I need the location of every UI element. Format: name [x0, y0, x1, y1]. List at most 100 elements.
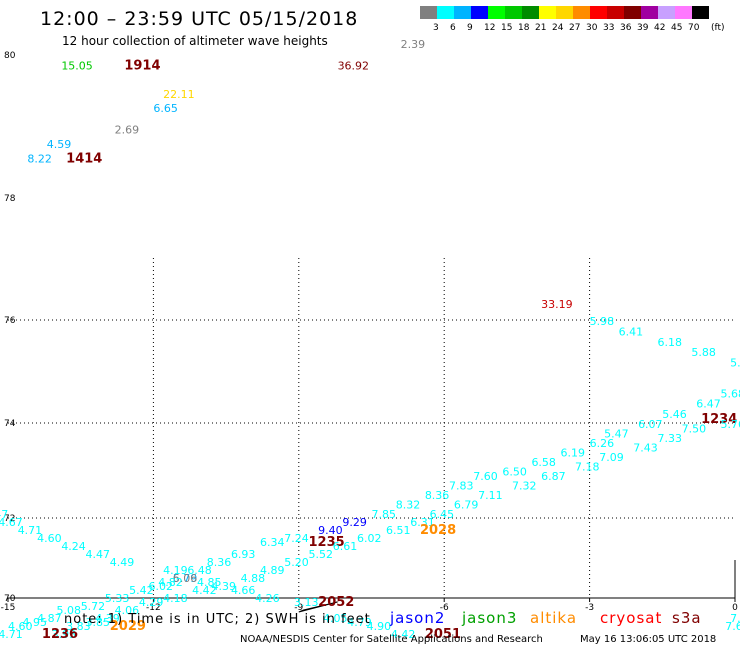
legend-swatch	[675, 6, 692, 19]
legend-label: 15	[501, 23, 513, 33]
wave-height-label: 4.71	[18, 524, 43, 537]
wave-height-label: 4.39	[95, 612, 120, 625]
wave-height-label: 6.61	[333, 540, 358, 553]
wave-height-label: 5.46	[662, 408, 687, 421]
wave-height-label: 4.71	[0, 628, 23, 641]
wave-height-label: 5.68	[720, 387, 740, 400]
wave-height-label: 4.82	[158, 576, 183, 589]
wave-height-label: 7.09	[599, 451, 624, 464]
wave-height-label: 7.60	[473, 470, 498, 483]
y-tick-label: 80	[4, 51, 16, 61]
credit-line: NOAA/NESDIS Center for Satellite Applica…	[240, 634, 543, 645]
footer-note: note: 1) Time is in UTC; 2) SWH is in fe…	[64, 612, 371, 627]
x-tick-label: -15	[1, 603, 16, 613]
wave-height-label: 4.24	[61, 540, 86, 553]
legend-swatch	[420, 6, 437, 19]
wave-height-label: 6.02	[149, 580, 174, 593]
wave-height-label: 6.51	[386, 524, 411, 537]
wave-height-label: 6.34	[260, 536, 285, 549]
wave-height-label: 7.85	[372, 508, 397, 521]
x-tick-label: -3	[585, 603, 594, 613]
wave-height-label: 6.48	[187, 564, 212, 577]
wave-height-label: 7.43	[633, 442, 658, 455]
wave-height-label: 6.02	[357, 532, 382, 545]
wave-height-label: 4.95	[23, 616, 48, 629]
legend-label: 18	[518, 23, 530, 33]
wave-height-label: 6.87	[541, 470, 566, 483]
wave-height-label: 4.66	[231, 584, 256, 597]
wave-height-label: 9.29	[342, 516, 367, 529]
wave-height-label: 4.90	[367, 620, 392, 633]
legend-swatch	[488, 6, 505, 19]
wave-height-label: 2.69	[115, 124, 140, 137]
wave-height-label: 7.54	[730, 612, 740, 625]
x-tick-label: 0	[732, 603, 738, 613]
wave-height-label: 7.32	[512, 480, 537, 493]
y-tick-label: 74	[4, 419, 16, 429]
legend-swatch	[471, 6, 488, 19]
wave-height-label: 8.32	[396, 499, 421, 512]
legend-label: 9	[467, 23, 473, 33]
wave-height-label: 4.67	[0, 516, 23, 529]
wave-height-label: 6.06	[173, 572, 198, 585]
wave-height-label: 3.83	[66, 620, 91, 633]
x-tick-label: -9	[294, 603, 303, 613]
wave-height-label: 7.83	[449, 480, 474, 493]
wave-height-label: 6.47	[696, 398, 721, 411]
legend-label: 70	[688, 23, 700, 33]
wave-height-label: 6.41	[619, 325, 644, 338]
wave-height-label: 7.50	[682, 423, 707, 436]
observation-time-label: 1234	[701, 412, 737, 427]
legend-swatch	[692, 6, 709, 19]
wave-height-label: 8.22	[27, 152, 51, 165]
y-tick-label: 72	[4, 514, 15, 524]
wave-height-label: 6.93	[231, 548, 256, 561]
wave-height-label: 5.4	[730, 356, 740, 369]
generation-timestamp: May 16 13:06:05 UTC 2018	[580, 634, 717, 645]
wave-height-label: 4.47	[86, 548, 111, 561]
wave-height-label: 4.29	[139, 596, 164, 609]
wave-height-label: 5.33	[105, 592, 130, 605]
wave-height-label: 7.24	[284, 532, 309, 545]
wave-height-label: 6.19	[561, 446, 586, 459]
page-subtitle: 12 hour collection of altimeter wave hei…	[62, 34, 328, 48]
x-tick-label: -12	[146, 603, 161, 613]
x-tick-label: -6	[440, 603, 449, 613]
legend-swatch	[658, 6, 675, 19]
wave-height-label: 3.85	[86, 616, 111, 629]
legend-swatch	[505, 6, 522, 19]
legend-swatch	[522, 6, 539, 19]
wave-height-label: 7.64	[725, 620, 740, 633]
satellite-jason3-label: jason3	[462, 609, 518, 627]
satellite-jason2-label: jason2	[390, 609, 446, 627]
wave-height-label: 3.13	[294, 596, 319, 609]
legend-swatch	[454, 6, 471, 19]
wave-height-label: 4.19	[163, 564, 188, 577]
wave-height-label: 5.98	[590, 315, 615, 328]
wave-height-label: 9.40	[318, 524, 343, 537]
legend-label: 3	[433, 23, 439, 33]
legend-label: 27	[569, 23, 581, 33]
legend-label: 42	[654, 23, 666, 33]
wave-height-label: 5.47	[604, 427, 629, 440]
wave-height-label: 3.93	[52, 628, 76, 641]
legend-label: 36	[620, 23, 632, 33]
legend-label: 12	[484, 23, 496, 33]
wave-height-label: 4.49	[110, 556, 135, 569]
legend-swatch	[437, 6, 454, 19]
legend-label: 30	[586, 23, 598, 33]
wave-height-label: 4.79	[347, 616, 372, 629]
wave-height-label: 22.11	[163, 88, 195, 101]
wave-height-label: 4.05	[323, 612, 348, 625]
wave-height-label: 36.92	[338, 59, 370, 72]
wave-height-label: 4.39	[212, 580, 237, 593]
wave-height-label: 6.18	[657, 336, 682, 349]
wave-height-label: 33.19	[541, 298, 573, 311]
legend-label: 24	[552, 23, 564, 33]
legend-swatch	[573, 6, 590, 19]
wave-height-label: 4.18	[163, 592, 188, 605]
wave-height-label: 6.58	[531, 456, 556, 469]
wave-height-label: 8.36	[425, 489, 450, 502]
wave-height-label: 6.26	[590, 437, 615, 450]
